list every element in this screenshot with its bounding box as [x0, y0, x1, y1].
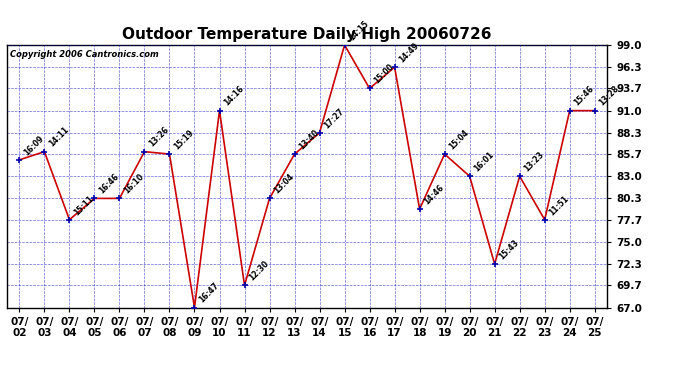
Text: 11:51: 11:51 [547, 194, 571, 217]
Text: 13:28: 13:28 [598, 84, 621, 108]
Text: 16:01: 16:01 [473, 150, 496, 174]
Text: 16:10: 16:10 [122, 172, 146, 196]
Text: 13:04: 13:04 [273, 172, 296, 196]
Text: 14:49: 14:49 [397, 41, 421, 64]
Title: Outdoor Temperature Daily High 20060726: Outdoor Temperature Daily High 20060726 [122, 27, 492, 42]
Text: 13:40: 13:40 [297, 128, 321, 152]
Text: 14:15: 14:15 [347, 19, 371, 42]
Text: 15:19: 15:19 [172, 128, 195, 152]
Text: 15:46: 15:46 [573, 84, 595, 108]
Text: 16:46: 16:46 [97, 172, 121, 196]
Text: 14:11: 14:11 [47, 126, 70, 149]
Text: 13:23: 13:23 [522, 150, 546, 174]
Text: 13:26: 13:26 [147, 126, 170, 149]
Text: 15:00: 15:00 [373, 62, 395, 86]
Text: 16:09: 16:09 [22, 134, 46, 157]
Text: 15:04: 15:04 [447, 128, 471, 152]
Text: 16:47: 16:47 [197, 281, 221, 305]
Text: 15:43: 15:43 [497, 238, 521, 261]
Text: 15:11: 15:11 [72, 194, 95, 217]
Text: 14:46: 14:46 [422, 183, 446, 206]
Text: 12:30: 12:30 [247, 259, 270, 283]
Text: Copyright 2006 Cantronics.com: Copyright 2006 Cantronics.com [10, 50, 159, 59]
Text: 14:16: 14:16 [222, 84, 246, 108]
Text: 17:27: 17:27 [322, 106, 346, 130]
